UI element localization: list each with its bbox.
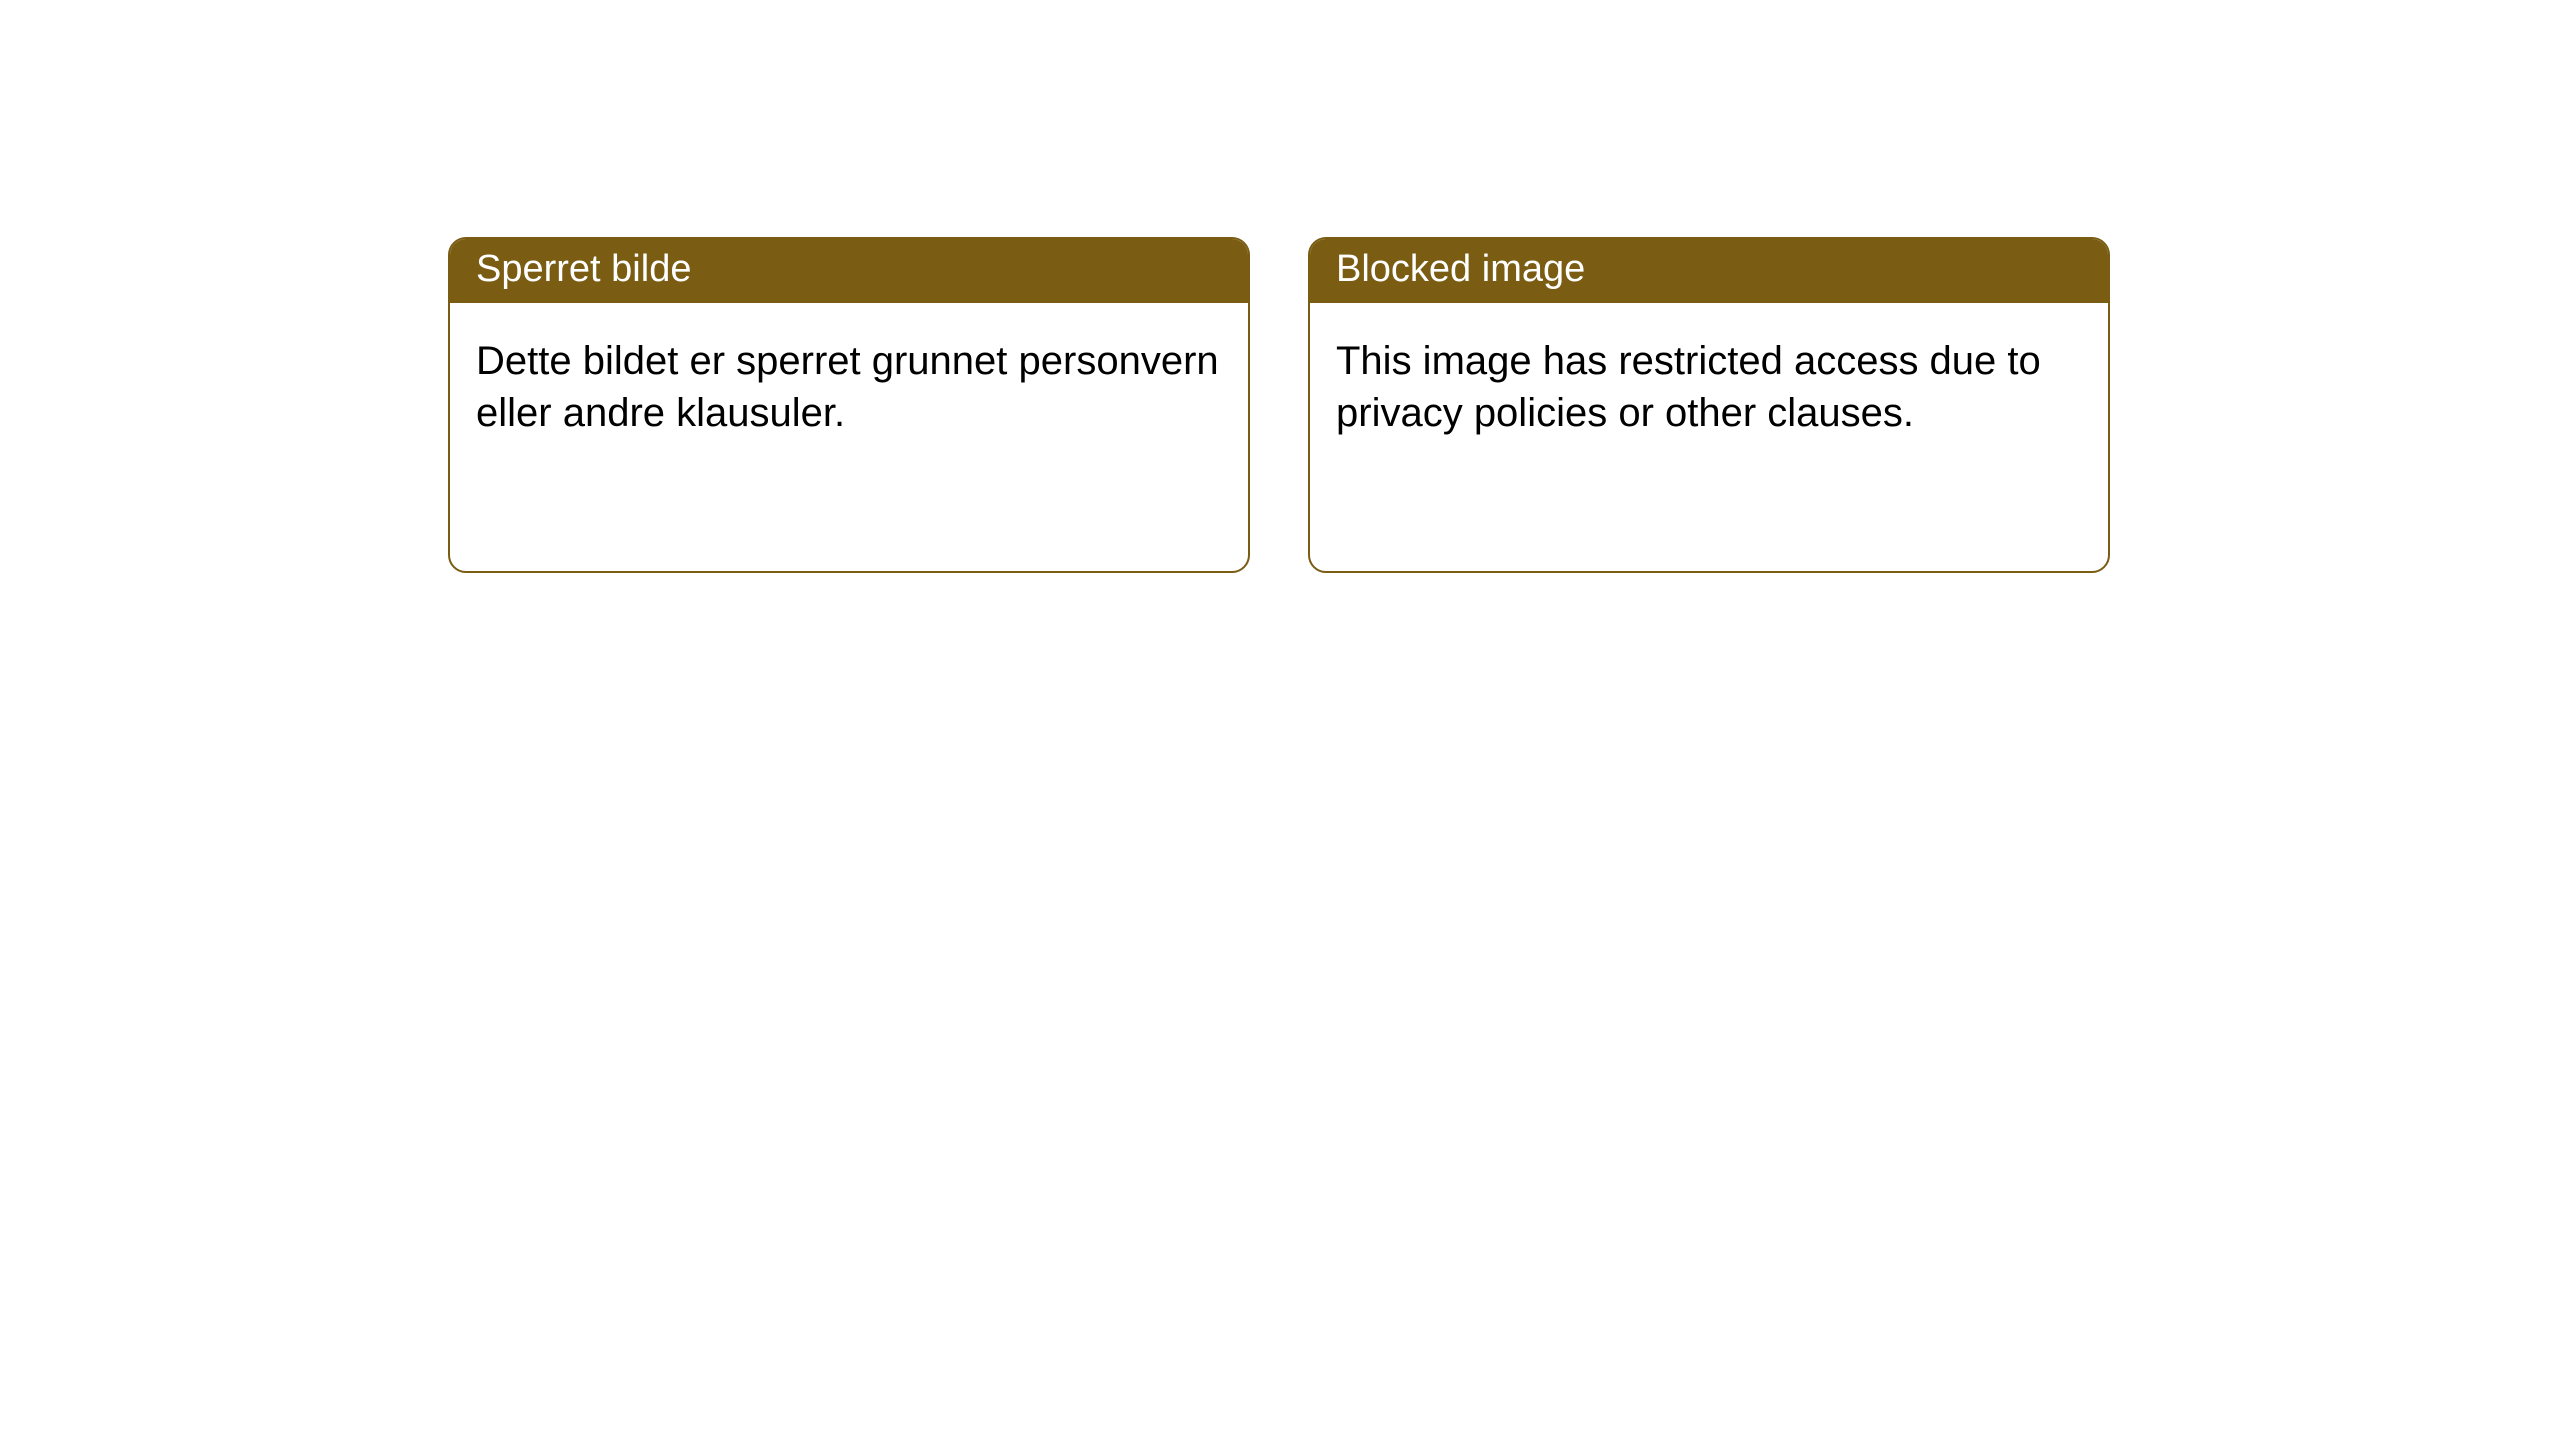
card-header: Blocked image xyxy=(1310,239,2108,303)
notice-cards-container: Sperret bilde Dette bildet er sperret gr… xyxy=(448,237,2110,573)
card-body: This image has restricted access due to … xyxy=(1310,303,2108,471)
card-body: Dette bildet er sperret grunnet personve… xyxy=(450,303,1248,471)
notice-card-norwegian: Sperret bilde Dette bildet er sperret gr… xyxy=(448,237,1250,573)
notice-card-english: Blocked image This image has restricted … xyxy=(1308,237,2110,573)
card-header: Sperret bilde xyxy=(450,239,1248,303)
